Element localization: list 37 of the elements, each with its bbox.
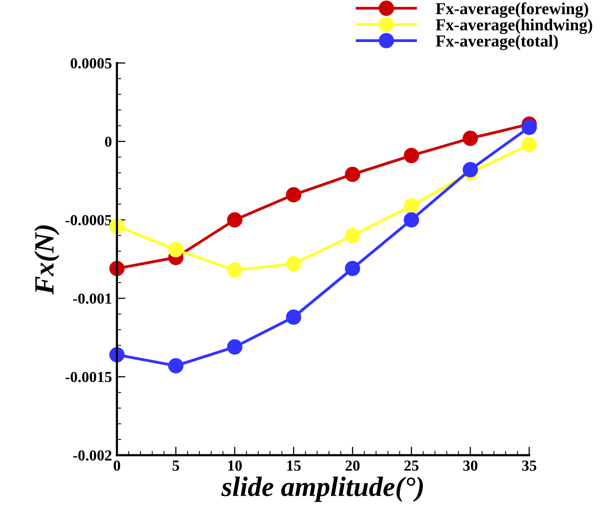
point [344,228,360,244]
x-axis-title: slide amplitude(°) [221,476,423,502]
point [286,309,302,325]
y-tick-label: 0 [105,136,112,147]
point [344,260,360,276]
legend-label: Fx-average(forewing) [436,2,588,18]
x-tick-label: 5 [172,460,180,471]
point [227,339,242,355]
y-tick-label: -0.0015 [66,372,112,382]
point [227,212,242,228]
point [344,166,360,182]
point [404,198,420,214]
x-tick-label: 35 [522,460,536,471]
legend-label: Fx-average(hindwing) [436,18,592,34]
x-tick-label: 15 [287,460,301,471]
x-tick-label: 20 [346,460,360,471]
y-tick-label: -0.0005 [66,215,112,226]
point [404,148,420,164]
x-tick-label: 0 [114,460,120,471]
point [462,162,478,178]
y-axis-title: Fx(N) [34,225,60,295]
y-tick-label: -0.002 [73,450,112,461]
x-tick-label: 30 [463,460,478,471]
point [168,358,184,374]
point [522,120,537,135]
point [462,130,478,146]
x-tick-label: 25 [404,460,419,471]
point [168,242,184,258]
y-tick-label: -0.001 [73,293,112,304]
point [286,187,302,202]
point [522,136,537,152]
legend-label: Fx-average(total) [436,34,558,50]
y-tick-label: 0.0005 [70,58,112,69]
point [404,212,420,228]
point [227,262,242,278]
x-tick-label: 10 [228,460,242,471]
point [286,256,302,272]
